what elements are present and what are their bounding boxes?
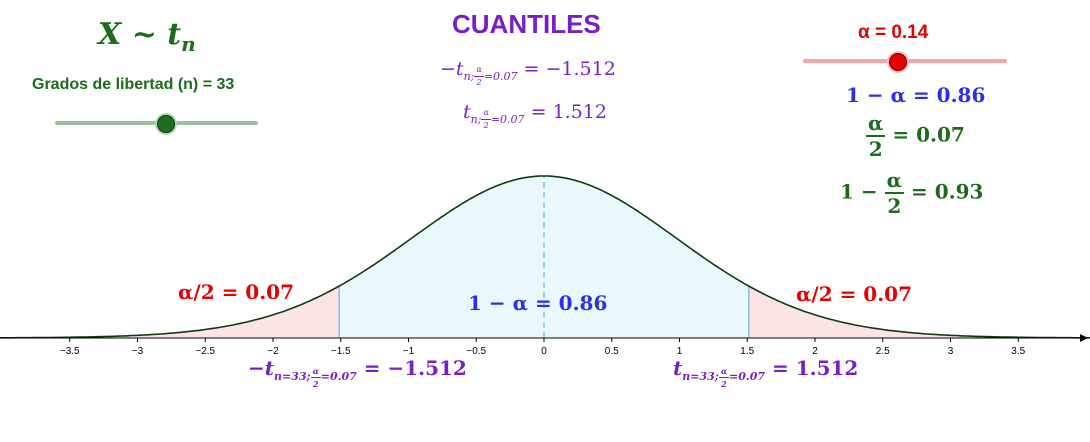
distribution-label: X ~ tn (98, 17, 196, 56)
x-axis-arrow (1080, 334, 1088, 342)
center-area-label: 1 − α = 0.86 (468, 291, 608, 315)
x-tick-label: 3.5 (1011, 346, 1025, 357)
left-tail-label: α/2 = 0.07 (178, 280, 295, 304)
x-tick-label: 1 (677, 346, 683, 357)
x-tick-label: −3 (132, 346, 144, 357)
x-tick-label: 0 (541, 346, 547, 357)
right-tail-area (748, 286, 1090, 338)
critical-label-low: −tn=33; α 2 =0.07 = −1.512 (248, 356, 467, 389)
page-title: CUANTILES (452, 9, 601, 39)
left-tail-area (0, 286, 340, 338)
x-tick-label: 3 (948, 346, 954, 357)
df-slider-knob[interactable] (157, 115, 175, 133)
x-axis-ticks: −3.5 −3 −2.5 −2 −1.5 −1 −0.5 0 0.5 1 1.5 2 2.5 3 3.5 (60, 338, 1026, 357)
x-tick-label: −1 (403, 346, 415, 357)
x-tick-label: −2.5 (195, 346, 215, 357)
x-tick-label: 2 (812, 346, 818, 357)
quantile-negative: −tn; α 2 =0.07 = −1.512 (440, 58, 616, 88)
right-tail-label: α/2 = 0.07 (796, 282, 913, 306)
critical-label-high: tn=33; α 2 =0.07 = 1.512 (673, 356, 859, 389)
alpha-slider-label: α = 0.14 (858, 22, 929, 43)
x-tick-label: −3.5 (60, 346, 80, 357)
quantile-positive: tn; α 2 =0.07 = 1.512 (463, 101, 607, 131)
density-curve (0, 175, 1090, 339)
one-minus-alpha-value: 1 − α = 0.86 (846, 83, 986, 107)
alpha-slider-knob[interactable] (889, 53, 907, 71)
df-slider-track[interactable] (55, 121, 258, 125)
df-slider-label: Grados de libertad (n) = 33 (32, 76, 235, 93)
x-tick-label: 0.5 (605, 346, 619, 357)
x-tick-label: −2 (267, 346, 279, 357)
x-tick-label: 2.5 (876, 346, 890, 357)
x-tick-label: −1.5 (331, 346, 351, 357)
x-tick-label: 1.5 (740, 346, 754, 357)
x-tick-label: −0.5 (466, 346, 486, 357)
